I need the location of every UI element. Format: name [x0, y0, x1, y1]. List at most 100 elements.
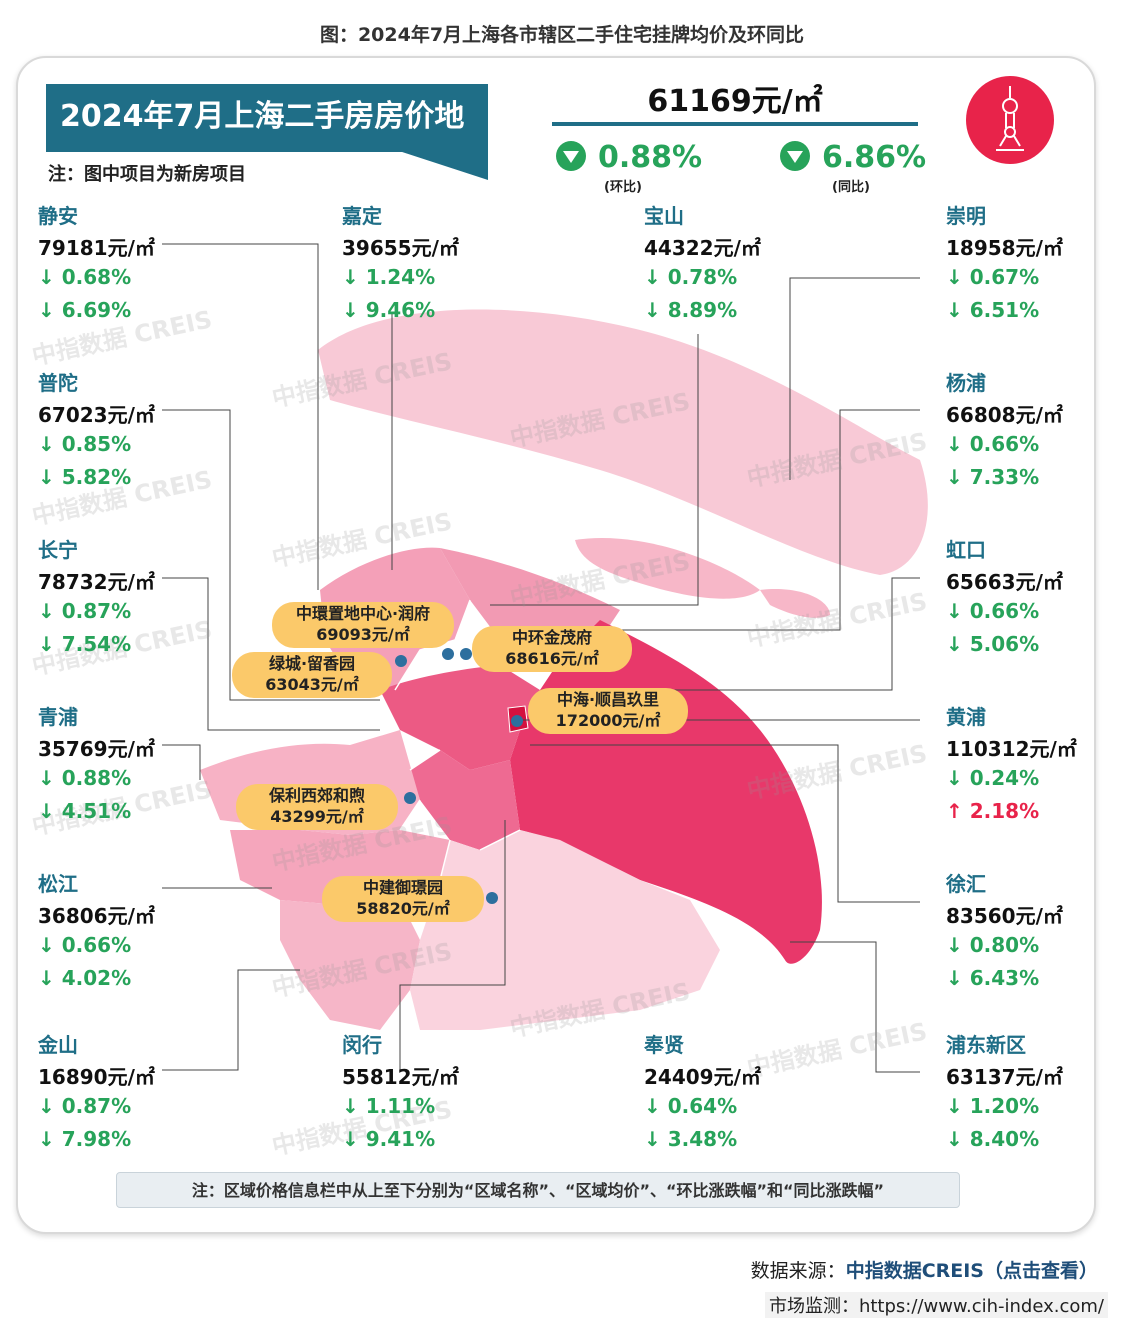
district-name: 普陀 [38, 371, 78, 395]
district-name: 长宁 [38, 538, 78, 562]
map-region-central [380, 665, 540, 770]
district-name: 虹口 [946, 538, 986, 562]
district-huangpu: 黄浦 110312元/㎡ ↓ 0.24% ↑ 2.18% [946, 701, 1106, 832]
project-name: 中環置地中心·润府 [295, 604, 431, 623]
yoy-label: (同比) [832, 180, 870, 195]
monitor-link[interactable]: 市场监测：https://www.cih-index.com/ [764, 1292, 1108, 1318]
yoy-value: 6.86% [822, 140, 927, 175]
project-label: 中海·顺昌玖里 172000元/㎡ [528, 688, 688, 734]
district-price: 39655元/㎡ [342, 236, 459, 260]
district-price: 110312元/㎡ [946, 737, 1077, 761]
source-label: 数据来源： [750, 1260, 846, 1282]
district-name: 金山 [38, 1033, 78, 1057]
source-link[interactable]: 中指数据CREIS（点击查看） [845, 1260, 1098, 1282]
district-mom: ↓ 1.20% [946, 1094, 1040, 1118]
mom-value: 0.88% [598, 140, 703, 175]
district-mom: ↓ 1.24% [342, 265, 436, 289]
map-region-minhang [410, 750, 520, 850]
district-mom: ↓ 0.24% [946, 766, 1040, 790]
district-name: 杨浦 [946, 371, 986, 395]
project-label: 保利西郊和煦 43299元/㎡ [236, 784, 398, 830]
data-source: 数据来源：中指数据CREIS（点击查看） [751, 1256, 1098, 1283]
district-mom: ↓ 0.88% [38, 766, 132, 790]
district-mom: ↓ 0.87% [38, 1094, 132, 1118]
down-triangle-icon [780, 141, 810, 171]
leader-lines [162, 243, 920, 1073]
district-putuo: 普陀 67023元/㎡ ↓ 0.85% ↓ 5.82% [38, 367, 198, 498]
district-xuhui: 徐汇 83560元/㎡ ↓ 0.80% ↓ 6.43% [946, 868, 1106, 999]
project-price: 69093元/㎡ [316, 625, 410, 644]
district-changning: 长宁 78732元/㎡ ↓ 0.87% ↓ 7.54% [38, 534, 198, 665]
district-jinshan: 金山 16890元/㎡ ↓ 0.87% ↓ 7.98% [38, 1029, 198, 1160]
district-name: 宝山 [644, 204, 684, 228]
yoy-kpi: 6.86% [780, 140, 926, 175]
district-yoy: ↓ 6.69% [38, 298, 132, 322]
legend-note: 注：区域价格信息栏中从上至下分别为“区域名称”、“区域均价”、“环比涨跌幅”和“… [116, 1172, 960, 1208]
map-title-banner: 2024年7月上海二手房房价地图 [46, 84, 488, 200]
district-yangpu: 杨浦 66808元/㎡ ↓ 0.66% ↓ 7.33% [946, 367, 1106, 498]
district-yoy: ↓ 7.54% [38, 632, 132, 656]
district-name: 徐汇 [946, 872, 986, 896]
project-name: 中环金茂府 [511, 628, 592, 647]
district-name: 静安 [38, 204, 78, 228]
district-hongkou: 虹口 65663元/㎡ ↓ 0.66% ↓ 5.06% [946, 534, 1106, 665]
district-yoy: ↓ 4.51% [38, 799, 132, 823]
district-mom: ↓ 0.66% [946, 599, 1040, 623]
map-region-changxing [575, 538, 760, 599]
page-title: 图：2024年7月上海各市辖区二手住宅挂牌均价及环同比 [319, 24, 805, 46]
district-mom: ↓ 0.78% [644, 265, 738, 289]
district-name: 闵行 [342, 1033, 382, 1057]
district-mom: ↓ 0.80% [946, 933, 1040, 957]
map-region-hengsha [760, 589, 830, 618]
project-price: 63043元/㎡ [265, 675, 359, 694]
district-price: 65663元/㎡ [946, 570, 1063, 594]
district-yoy: ↓ 6.51% [946, 298, 1040, 322]
map-region-baoshan [440, 548, 620, 650]
project-price: 58820元/㎡ [356, 899, 450, 918]
district-yoy: ↓ 3.48% [644, 1127, 738, 1151]
map-region-jinshan [280, 900, 420, 1030]
project-price: 172000元/㎡ [555, 711, 661, 730]
district-price: 66808元/㎡ [946, 403, 1063, 427]
banner-tail [396, 150, 488, 180]
district-yoy: ↓ 7.98% [38, 1127, 132, 1151]
district-songjiang: 松江 36806元/㎡ ↓ 0.66% ↓ 4.02% [38, 868, 198, 999]
map-region-chongming [318, 309, 928, 575]
district-price: 44322元/㎡ [644, 236, 761, 260]
district-yoy: ↓ 8.89% [644, 298, 738, 322]
project-name: 中海·顺昌玖里 [556, 690, 660, 709]
district-fengxian: 奉贤 24409元/㎡ ↓ 0.64% ↓ 3.48% [644, 1029, 804, 1160]
district-yoy: ↓ 5.82% [38, 465, 132, 489]
district-chongming: 崇明 18958元/㎡ ↓ 0.67% ↓ 6.51% [946, 200, 1106, 331]
map-region-fengxian [410, 830, 720, 1030]
district-mom: ↓ 0.66% [38, 933, 132, 957]
district-jiading: 嘉定 39655元/㎡ ↓ 1.24% ↓ 9.46% [342, 200, 502, 331]
district-name: 嘉定 [342, 204, 382, 228]
district-name: 浦东新区 [946, 1033, 1026, 1057]
project-name: 绿城·留香园 [268, 654, 356, 673]
district-yoy: ↓ 8.40% [946, 1127, 1040, 1151]
project-name: 中建御璟园 [362, 878, 443, 897]
district-mom: ↓ 0.64% [644, 1094, 738, 1118]
district-mom: ↓ 0.87% [38, 599, 132, 623]
district-name: 崇明 [946, 204, 986, 228]
district-pudong: 浦东新区 63137元/㎡ ↓ 1.20% ↓ 8.40% [946, 1029, 1106, 1160]
district-yoy: ↓ 7.33% [946, 465, 1040, 489]
district-price: 16890元/㎡ [38, 1065, 155, 1089]
district-name: 黄浦 [946, 705, 986, 729]
district-price: 83560元/㎡ [946, 904, 1063, 928]
banner-note: 注：图中项目为新房项目 [48, 164, 246, 185]
district-price: 79181元/㎡ [38, 236, 155, 260]
district-price: 67023元/㎡ [38, 403, 155, 427]
district-baoshan: 宝山 44322元/㎡ ↓ 0.78% ↓ 8.89% [644, 200, 804, 331]
district-price: 36806元/㎡ [38, 904, 155, 928]
down-triangle-icon [556, 141, 586, 171]
district-yoy: ↓ 9.41% [342, 1127, 436, 1151]
district-name: 松江 [38, 872, 78, 896]
district-mom: ↓ 0.66% [946, 432, 1040, 456]
district-mom: ↓ 0.85% [38, 432, 132, 456]
district-yoy: ↑ 2.18% [946, 799, 1040, 823]
district-price: 63137元/㎡ [946, 1065, 1063, 1089]
project-label: 中环金茂府 68616元/㎡ [472, 626, 632, 672]
